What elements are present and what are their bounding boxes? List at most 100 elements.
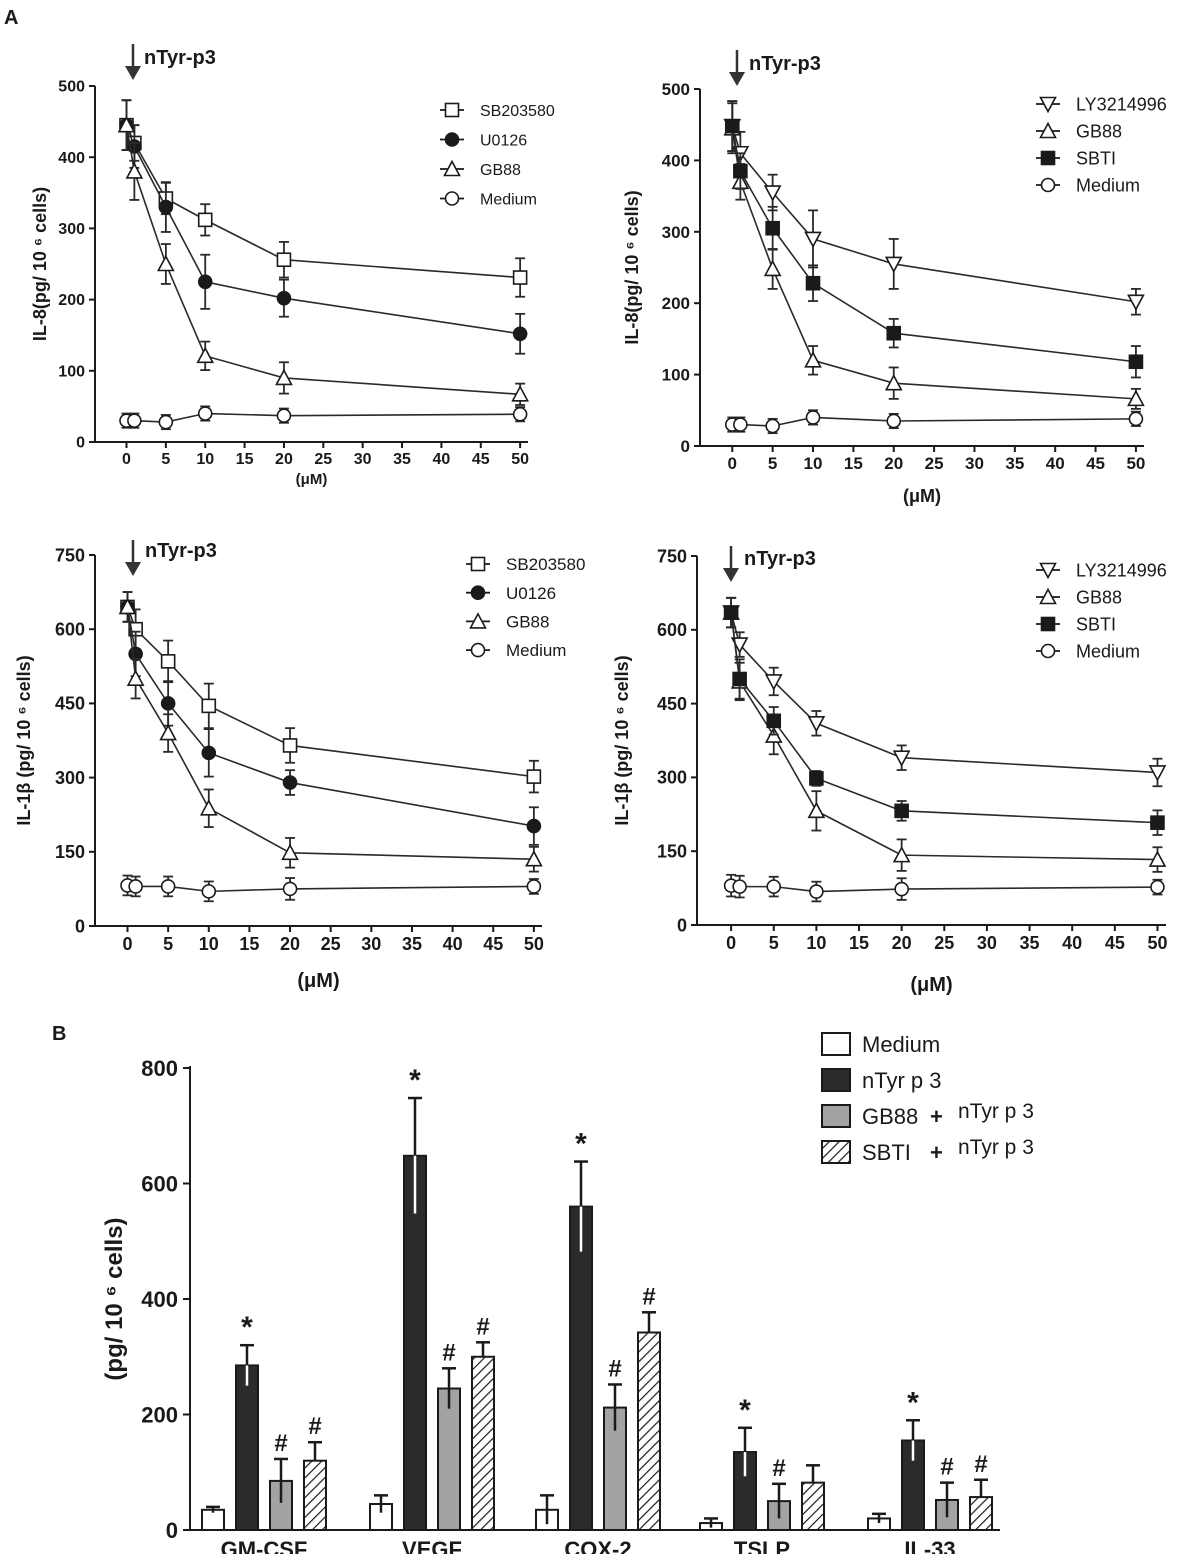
a4-x-tick-label: 50 — [1147, 933, 1167, 953]
a2-series-sbti-line — [731, 125, 1137, 363]
a4-y-axis-title: IL-1β (pg/ 10 ⁶ cells) — [612, 655, 632, 825]
a2-series-gb88-line — [731, 128, 1136, 400]
a3-y-tick-label: 150 — [55, 842, 85, 862]
b-bar-gm-csf-medium — [201, 1508, 225, 1531]
a4-series-ly3214996-point — [1148, 765, 1167, 782]
a3-legend-sb203580-marker — [470, 556, 486, 572]
a1-x-tick-label: 30 — [354, 451, 372, 468]
a2-series-medium-line — [732, 416, 1136, 427]
a3-x-tick-label: 30 — [361, 934, 381, 954]
a4-y-tick-label: 450 — [657, 694, 687, 714]
a4-x-tick-label: 0 — [726, 933, 736, 953]
a3-x-tick-label: 40 — [443, 934, 463, 954]
b-y-tick-label: 400 — [141, 1287, 178, 1312]
a1-legend-u0126-label: U0126 — [480, 132, 527, 149]
a1-series-sb203580-point — [512, 270, 528, 285]
a2-legend-sbti-marker — [1040, 150, 1056, 166]
b-bar-gm-csf-ntyr-p-3-significance-mark: * — [241, 1311, 253, 1344]
a1-series-u0126-point — [276, 290, 292, 306]
bar-chart-cytokines: 0 200 400 600 800 (pg/ 10 ⁶ cells) GM-CSF * # # VE… — [101, 1032, 1034, 1554]
a4-series-medium-line — [731, 884, 1158, 893]
a2-legend-medium-label: Medium — [1076, 175, 1140, 195]
b-bar-gm-csf-ntyr-p-3 — [235, 1364, 259, 1531]
b-bar-tslp-sbti-ntyr-p-3 — [801, 1481, 825, 1532]
a3-x-tick-label: 35 — [402, 934, 422, 954]
b-bar-il-33-ntyr-p-3-significance-mark: * — [907, 1386, 919, 1419]
a1-x-axis-title: (μM) — [296, 471, 328, 488]
b-bar-cox-2-sbti-ntyr-p-3-significance-mark: # — [642, 1283, 655, 1310]
a2-series-sbti-point — [733, 163, 748, 179]
a3-series-medium-point — [128, 879, 143, 894]
b-legend-medium-swatch — [821, 1032, 851, 1056]
a1-y-tick-label: 400 — [58, 150, 85, 167]
a1-x-tick-label: 20 — [275, 451, 293, 468]
a4-series-gb88-point — [807, 801, 826, 819]
b-bar-tslp-ntyr-p-3-significance-mark: * — [739, 1394, 751, 1427]
a2-series-gb88-point — [804, 351, 822, 368]
a1-arrowhead-icon — [125, 66, 141, 80]
b-bar-cox-2-sbti-ntyr-p-3 — [637, 1331, 661, 1531]
a1-x-tick-label: 0 — [122, 451, 131, 468]
a4-x-tick-label: 15 — [849, 933, 869, 953]
b-legend-sbti-ntyr-p-3-label: SBTI — [862, 1140, 911, 1165]
a1-series-medium-point — [158, 414, 174, 430]
b-legend-gb88-ntyr-p-3-suffix: nTyr p 3 — [958, 1100, 1034, 1123]
a1-x-tick-label: 25 — [314, 451, 332, 468]
a2-x-axis-title: (μM) — [903, 486, 941, 506]
a2-y-tick-label: 300 — [662, 223, 690, 242]
panel-label-a: A — [4, 7, 18, 29]
a3-series-u0126-point — [282, 775, 298, 790]
a4-series-ly3214996-point — [807, 715, 826, 733]
a1-x-tick-label: 40 — [433, 451, 451, 468]
a1-legend-u0126-marker — [444, 132, 460, 147]
a3-series-gb88-point — [118, 597, 137, 615]
a3-x-tick-label: 5 — [163, 934, 173, 954]
a4-series-gb88-point — [892, 845, 911, 863]
a1-series-u0126-line — [125, 124, 521, 335]
a4-series-ly3214996-point — [764, 674, 783, 691]
a3-y-tick-label: 300 — [55, 768, 85, 788]
a1-legend-sb203580-marker — [444, 102, 460, 118]
a4-series-medium-point — [809, 884, 824, 899]
b-bar-vegf-gb88-ntyr-p-3-significance-mark: # — [442, 1339, 455, 1366]
a1-x-tick-label: 5 — [161, 451, 170, 468]
a2-legend-gb88-label: GB88 — [1076, 121, 1122, 141]
a4-series-medium-point — [732, 879, 747, 894]
a2-arrow-label: nTyr-p3 — [749, 53, 821, 75]
b-category-label-il-33: IL-33 — [904, 1537, 955, 1554]
a4-x-tick-label: 30 — [977, 933, 997, 953]
a2-x-tick-label: 5 — [768, 454, 777, 473]
a3-x-tick-label: 15 — [239, 934, 259, 954]
a2-y-tick-label: 200 — [662, 294, 690, 313]
a2-y-tick-label: 100 — [662, 366, 690, 385]
a1-series-medium-point — [512, 406, 528, 422]
a2-y-tick-label: 400 — [662, 151, 690, 170]
a1-legend-gb88-marker — [443, 159, 461, 177]
a2-series-gb88-point — [1127, 389, 1145, 407]
a1-series-sb203580-point — [276, 252, 292, 268]
a1-series-medium-point — [276, 408, 292, 423]
a1-legend-medium-label: Medium — [480, 191, 537, 208]
a4-legend-ly3214996-label: LY3214996 — [1076, 560, 1167, 580]
a1-y-tick-label: 500 — [58, 79, 85, 96]
a3-series-medium-point — [201, 884, 217, 899]
b-bar-gm-csf-sbti-ntyr-p-3-significance-mark: # — [308, 1413, 321, 1440]
a4-series-sbti-point — [809, 771, 824, 786]
a4-series-sbti-line — [730, 612, 1158, 824]
a3-series-medium-point — [282, 881, 298, 897]
a3-series-sb203580-point — [282, 738, 298, 753]
a4-x-axis-title: (μM) — [910, 974, 952, 996]
a4-series-medium-point — [894, 881, 909, 897]
a2-x-tick-label: 40 — [1046, 454, 1065, 473]
a1-series-medium-line — [126, 412, 521, 423]
a3-arrow-label: nTyr-p3 — [145, 540, 217, 562]
b-bar-vegf-ntyr-p-3-significance-mark: * — [409, 1064, 421, 1097]
b-legend-ntyr-p-3-label: nTyr p 3 — [862, 1068, 941, 1093]
b-bar-tslp-gb88-ntyr-p-3-significance-mark: # — [772, 1455, 785, 1482]
a1-series-sb203580-point — [197, 212, 213, 228]
a3-y-axis-title: IL-1β (pg/ 10 ⁶ cells) — [14, 655, 34, 825]
a4-x-tick-label: 35 — [1020, 933, 1040, 953]
a4-x-tick-label: 5 — [769, 933, 779, 953]
a2-x-tick-label: 0 — [728, 454, 737, 473]
